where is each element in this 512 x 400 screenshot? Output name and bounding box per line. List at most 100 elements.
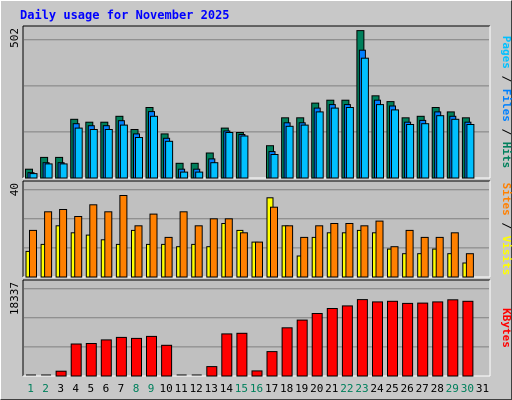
bar-kbytes-day-5: [85, 343, 97, 377]
x-tick-label-day-6: 6: [103, 382, 110, 395]
bar-sites-day-29: [450, 232, 459, 278]
bar-sites-day-6: [104, 211, 113, 278]
bar-kbytes-day-7: [115, 336, 127, 377]
bar-sites-day-12: [194, 225, 203, 278]
x-tick-label-day-30: 30: [461, 382, 474, 395]
bar-pages-day-20: [315, 111, 324, 179]
x-tick-label-day-24: 24: [370, 382, 384, 395]
bar-pages-day-26: [406, 124, 415, 179]
bar-kbytes-day-21: [326, 308, 338, 377]
bar-sites-day-8: [134, 225, 143, 278]
bar-sites-day-25: [390, 246, 399, 278]
panel-side-legend: Pages / Files / Hits: [500, 36, 512, 169]
bar-pages-day-23: [360, 57, 369, 179]
bar-kbytes-day-28: [432, 301, 444, 377]
bar-sites-day-10: [164, 236, 173, 278]
x-tick-label-day-12: 12: [190, 382, 203, 395]
panel-3: 18337 KBytes: [8, 279, 512, 377]
x-tick-label-day-31: 31: [476, 382, 489, 395]
bar-kbytes-day-17: [266, 351, 278, 377]
bar-kbytes-day-29: [447, 299, 459, 377]
bar-sites-day-27: [420, 236, 429, 278]
bar-sites-day-1: [29, 229, 37, 278]
bar-pages-day-4: [74, 127, 83, 179]
bar-pages-day-12: [195, 171, 204, 179]
bar-pages-day-3: [59, 163, 68, 179]
series-kbytes: [26, 299, 474, 377]
x-tick-label-day-4: 4: [72, 382, 79, 395]
bar-pages-day-8: [135, 137, 143, 179]
panel-2: 40 Sites / Visits: [8, 180, 512, 278]
bar-pages-day-18: [285, 125, 294, 179]
x-tick-label-day-2: 2: [42, 382, 49, 395]
x-tick-label-day-1: 1: [27, 382, 34, 395]
bar-sites-day-22: [345, 223, 354, 278]
bar-sites-day-13: [209, 218, 218, 278]
x-axis-day-labels: 1 2 3 4 5 6 7 8 9 10 11 12 13 14 15 16 17 18 19 20 21 22 23 24 2…: [27, 382, 489, 395]
bar-pages-day-17: [270, 154, 279, 179]
bar-pages-day-24: [376, 104, 384, 179]
bar-sites-day-19: [300, 236, 309, 278]
bar-sites-day-16: [255, 241, 263, 278]
bar-sites-day-26: [405, 229, 414, 278]
bar-sites-day-18: [285, 225, 294, 278]
bar-kbytes-day-9: [146, 335, 157, 377]
bar-pages-day-1: [29, 173, 38, 179]
bar-pages-day-5: [89, 129, 98, 179]
legend-text: Files: [500, 89, 512, 122]
x-tick-label-day-25: 25: [385, 382, 398, 395]
bar-kbytes-day-27: [417, 302, 429, 377]
bar-sites-day-23: [360, 225, 369, 278]
bar-sites-day-17: [270, 206, 278, 278]
bar-sites-day-11: [179, 211, 188, 278]
x-tick-label-day-9: 9: [148, 382, 155, 395]
bar-kbytes-day-15: [236, 332, 248, 377]
x-tick-label-day-18: 18: [280, 382, 293, 395]
legend-text: /: [500, 69, 512, 89]
bar-kbytes-day-10: [161, 344, 173, 377]
bar-kbytes-day-23: [356, 299, 368, 377]
bar-sites-day-4: [74, 216, 83, 278]
bar-pages-day-25: [391, 109, 399, 179]
bar-kbytes-day-3: [55, 370, 67, 377]
y-axis-max-label: 40: [8, 183, 21, 196]
bar-sites-day-30: [465, 253, 474, 278]
bar-kbytes-day-26: [402, 302, 414, 377]
x-tick-label-day-28: 28: [431, 382, 444, 395]
bar-kbytes-day-4: [70, 343, 82, 377]
bar-sites-day-28: [435, 236, 444, 278]
bar-pages-day-29: [451, 118, 460, 179]
bar-sites-day-24: [375, 220, 384, 278]
bar-kbytes-day-20: [311, 313, 323, 377]
panel-1: 502 Pages / Files / Hits: [8, 25, 512, 179]
x-tick-label-day-5: 5: [87, 382, 94, 395]
bar-kbytes-day-30: [462, 300, 474, 377]
x-tick-label-day-29: 29: [446, 382, 459, 395]
bar-sites-day-3: [59, 209, 68, 278]
bar-pages-day-9: [150, 115, 158, 179]
bar-kbytes-day-25: [387, 300, 398, 377]
panel-side-legend: KBytes: [500, 308, 512, 348]
legend-text: /: [500, 122, 512, 142]
bar-kbytes-day-13: [206, 366, 218, 377]
bar-kbytes-day-22: [341, 305, 353, 377]
bar-pages-day-14: [225, 132, 234, 179]
bar-kbytes-day-8: [131, 337, 142, 377]
y-axis-max-label: 18337: [8, 282, 21, 315]
x-tick-label-day-27: 27: [416, 382, 429, 395]
chart-panels: 502 Pages / Files / Hits 40 Sites / Visits 1…: [8, 25, 512, 377]
bar-kbytes-day-19: [296, 319, 308, 377]
x-tick-label-day-11: 11: [175, 382, 188, 395]
bar-pages-day-19: [300, 124, 309, 179]
legend-text: /: [500, 216, 512, 236]
bar-sites-day-14: [224, 218, 233, 278]
x-tick-label-day-3: 3: [57, 382, 64, 395]
bar-pages-day-15: [240, 135, 249, 179]
x-tick-label-day-15: 15: [235, 382, 248, 395]
legend-text: Pages: [500, 36, 512, 69]
legend-text: Hits: [500, 142, 512, 169]
bar-pages-day-10: [165, 140, 174, 179]
legend-text: KBytes: [500, 308, 512, 348]
bar-sites-day-15: [239, 232, 248, 278]
x-tick-label-day-22: 22: [340, 382, 353, 395]
